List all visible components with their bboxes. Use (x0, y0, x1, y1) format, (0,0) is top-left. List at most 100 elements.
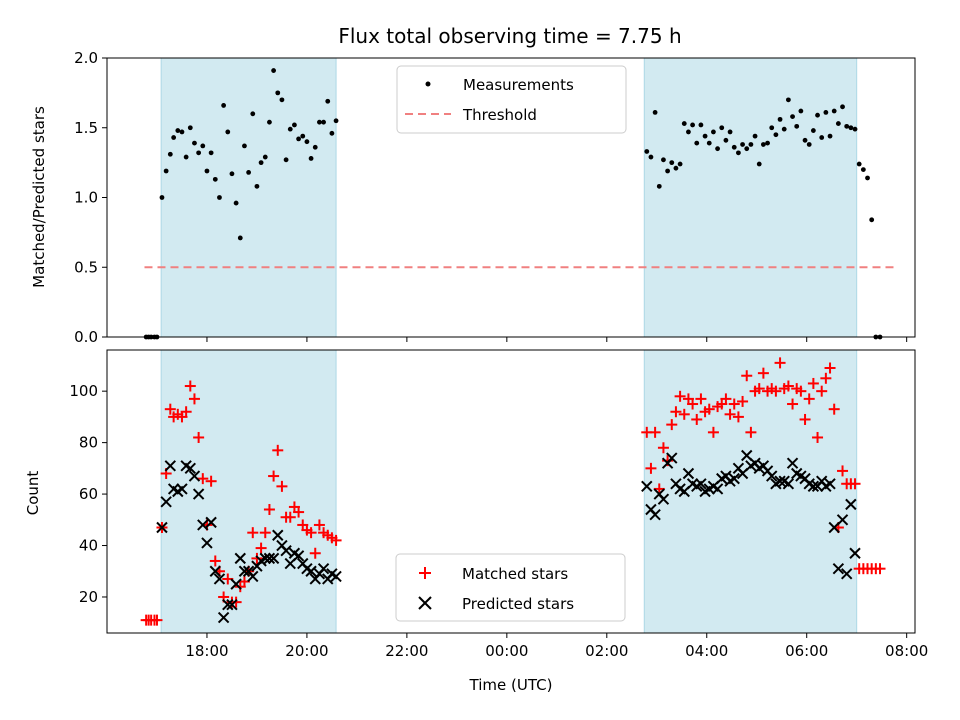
bottom-legend-frame (395, 553, 626, 622)
measurement-point (831, 108, 837, 114)
measurement-point (192, 140, 197, 146)
measurement-point (321, 119, 326, 125)
matched-star-point (193, 431, 205, 443)
measurement-point (781, 126, 787, 132)
matched-star-point (807, 377, 819, 389)
matched-star-point (837, 465, 849, 477)
measurement-point (183, 154, 189, 160)
measurement-point (275, 90, 281, 96)
matched-star-point (657, 442, 669, 454)
observing-window-shade (160, 57, 337, 338)
matched-star-point (695, 393, 707, 405)
legend-measurements-label: Measurements (463, 76, 574, 94)
measurement-point (208, 150, 214, 156)
predicted-star-point (766, 470, 778, 482)
matched-star-point (828, 403, 840, 415)
matched-star-point (787, 398, 799, 410)
measurement-point (819, 135, 825, 140)
matched-star-point (251, 552, 263, 564)
measurement-point (225, 129, 231, 135)
measurement-point (333, 118, 339, 124)
y-tick-label: 2.0 (74, 49, 98, 67)
matched-star-point (649, 426, 661, 438)
predicted-star-point (192, 488, 205, 500)
measurement-point (752, 133, 758, 139)
predicted-star-point (832, 562, 845, 575)
matched-star-point (674, 390, 686, 402)
y-tick-label: 40 (79, 537, 98, 555)
matched-star-point (732, 411, 744, 423)
matched-star-point (330, 534, 342, 546)
predicted-star-point (649, 508, 661, 521)
matched-star-point (753, 383, 765, 395)
measurement-point (287, 126, 293, 132)
measurement-point (652, 110, 658, 115)
matched-star-point (293, 506, 305, 518)
matched-star-point (816, 385, 828, 397)
matched-star-point (745, 426, 757, 438)
matched-star-point (305, 527, 317, 539)
measurement-point (167, 151, 173, 157)
measurement-point (865, 175, 870, 181)
measurement-point (271, 68, 276, 73)
measurement-point (848, 125, 854, 131)
matched-star-point (707, 426, 719, 438)
x-tick-label: 08:00 (885, 642, 928, 660)
measurement-point (233, 200, 239, 206)
predicted-star-point (641, 480, 653, 493)
x-tick-label: 06:00 (785, 642, 828, 660)
measurement-point (200, 143, 206, 149)
measurement-point (656, 183, 662, 189)
measurement-point (785, 97, 791, 103)
matched-star-point (276, 480, 288, 492)
measurement-point (229, 171, 235, 177)
matched-star-point (874, 563, 886, 575)
predicted-star-point (836, 514, 849, 526)
measurement-point (740, 142, 745, 147)
measurement-point (283, 157, 289, 163)
observing-window-shade (643, 57, 858, 338)
matched-star-point (151, 614, 163, 626)
measurement-point (777, 116, 783, 122)
matched-star-point (728, 398, 740, 410)
y-tick-label: 100 (69, 382, 98, 400)
matched-star-point (799, 413, 811, 425)
x-tick-label: 04:00 (685, 642, 728, 660)
matched-star-point (741, 370, 753, 382)
measurement-point (262, 154, 268, 160)
measurement-point (677, 161, 683, 167)
matched-star-point (737, 395, 749, 407)
measurement-point (810, 128, 816, 133)
measurement-point (719, 125, 725, 131)
predicted-star-point (845, 498, 857, 511)
measurement-point (661, 157, 666, 163)
predicted-star-point (728, 472, 740, 485)
measurement-point (723, 137, 729, 143)
predicted-star-point (213, 573, 226, 585)
measurement-point (869, 217, 875, 223)
measurement-point (644, 149, 650, 154)
matched-star-point (720, 393, 732, 405)
predicted-star-point (682, 467, 695, 480)
predicted-star-point (272, 529, 284, 541)
matched-star-point (164, 403, 176, 415)
measurement-point (769, 125, 775, 131)
measurement-point (673, 165, 679, 171)
y-tick-label: 0.0 (74, 328, 98, 346)
matched-star-point (757, 367, 769, 379)
predicted-star-point (259, 552, 271, 565)
matched-star-point (205, 475, 217, 487)
measurement-point (694, 140, 700, 146)
matched-star-point (653, 483, 665, 495)
matched-star-point (313, 519, 325, 531)
matched-star-point (666, 419, 678, 431)
x-axis-label: Time (UTC) (469, 676, 553, 694)
measurement-point (794, 123, 800, 129)
predicted-star-point (209, 565, 221, 577)
predicted-star-point (222, 598, 234, 611)
matched-star-point (724, 408, 736, 420)
measurement-point (844, 123, 850, 129)
predicted-star-point (711, 483, 724, 495)
y-tick-label: 0.5 (74, 258, 98, 276)
